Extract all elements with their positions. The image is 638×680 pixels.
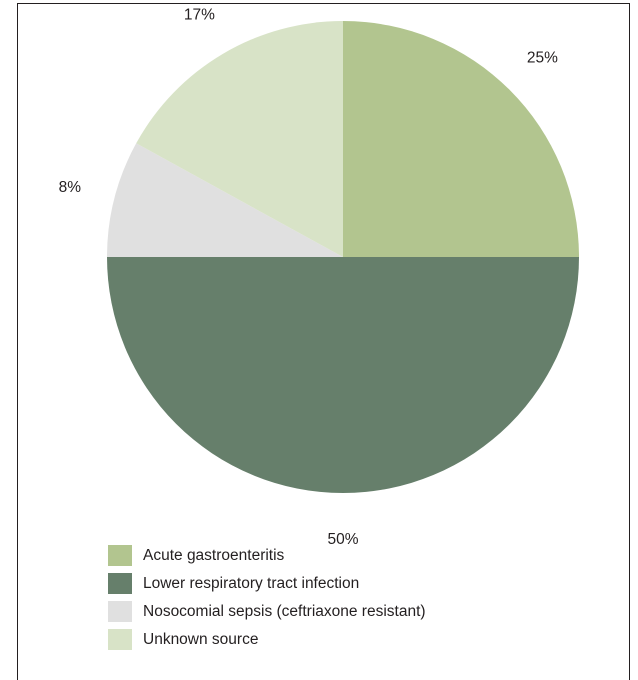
legend-label: Lower respiratory tract infection bbox=[143, 574, 360, 592]
chart-frame bbox=[17, 3, 630, 680]
legend: Acute gastroenteritis Lower respiratory … bbox=[108, 545, 426, 657]
pie-slice-lower-respiratory-tract-infection bbox=[107, 257, 579, 493]
legend-swatch bbox=[108, 573, 132, 594]
legend-label: Unknown source bbox=[143, 630, 259, 648]
slice-value-label: 8% bbox=[59, 179, 82, 196]
pie-slice-unknown-source bbox=[136, 21, 343, 257]
legend-item-unknown-source: Unknown source bbox=[108, 629, 426, 650]
legend-item-lower-respiratory-tract-infection: Lower respiratory tract infection bbox=[108, 573, 426, 594]
legend-item-acute-gastroenteritis: Acute gastroenteritis bbox=[108, 545, 426, 566]
pie-slice-acute-gastroenteritis bbox=[343, 21, 579, 257]
legend-swatch bbox=[108, 601, 132, 622]
slice-value-label: 25% bbox=[527, 50, 558, 67]
legend-label: Nosocomial sepsis (ceftriaxone resistant… bbox=[143, 602, 426, 620]
slice-value-label: 17% bbox=[184, 6, 215, 23]
pie-slice-nosocomial-sepsis-ceftriaxone-resistant bbox=[107, 143, 343, 257]
legend-swatch bbox=[108, 629, 132, 650]
legend-swatch bbox=[108, 545, 132, 566]
slice-value-label: 50% bbox=[327, 531, 358, 548]
legend-item-nosocomial-sepsis: Nosocomial sepsis (ceftriaxone resistant… bbox=[108, 601, 426, 622]
legend-label: Acute gastroenteritis bbox=[143, 546, 285, 564]
